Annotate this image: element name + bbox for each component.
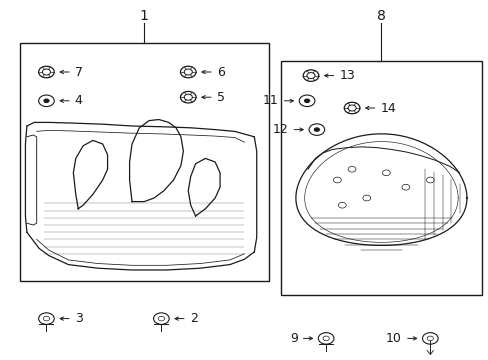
Text: 11: 11: [263, 94, 278, 107]
Circle shape: [43, 99, 49, 103]
Text: 8: 8: [376, 9, 385, 23]
Text: 1: 1: [140, 9, 148, 23]
Text: 9: 9: [289, 332, 297, 345]
Text: 6: 6: [216, 66, 224, 78]
Circle shape: [304, 99, 309, 103]
Text: 3: 3: [75, 312, 82, 325]
Text: 7: 7: [75, 66, 82, 78]
Text: 14: 14: [380, 102, 395, 114]
Bar: [20, 43, 268, 281]
Text: 12: 12: [272, 123, 288, 136]
Text: 10: 10: [386, 332, 401, 345]
Circle shape: [313, 127, 319, 132]
Text: 13: 13: [339, 69, 354, 82]
Text: 2: 2: [189, 312, 197, 325]
Bar: [281, 61, 481, 295]
Text: 4: 4: [75, 94, 82, 107]
Text: 5: 5: [216, 91, 224, 104]
